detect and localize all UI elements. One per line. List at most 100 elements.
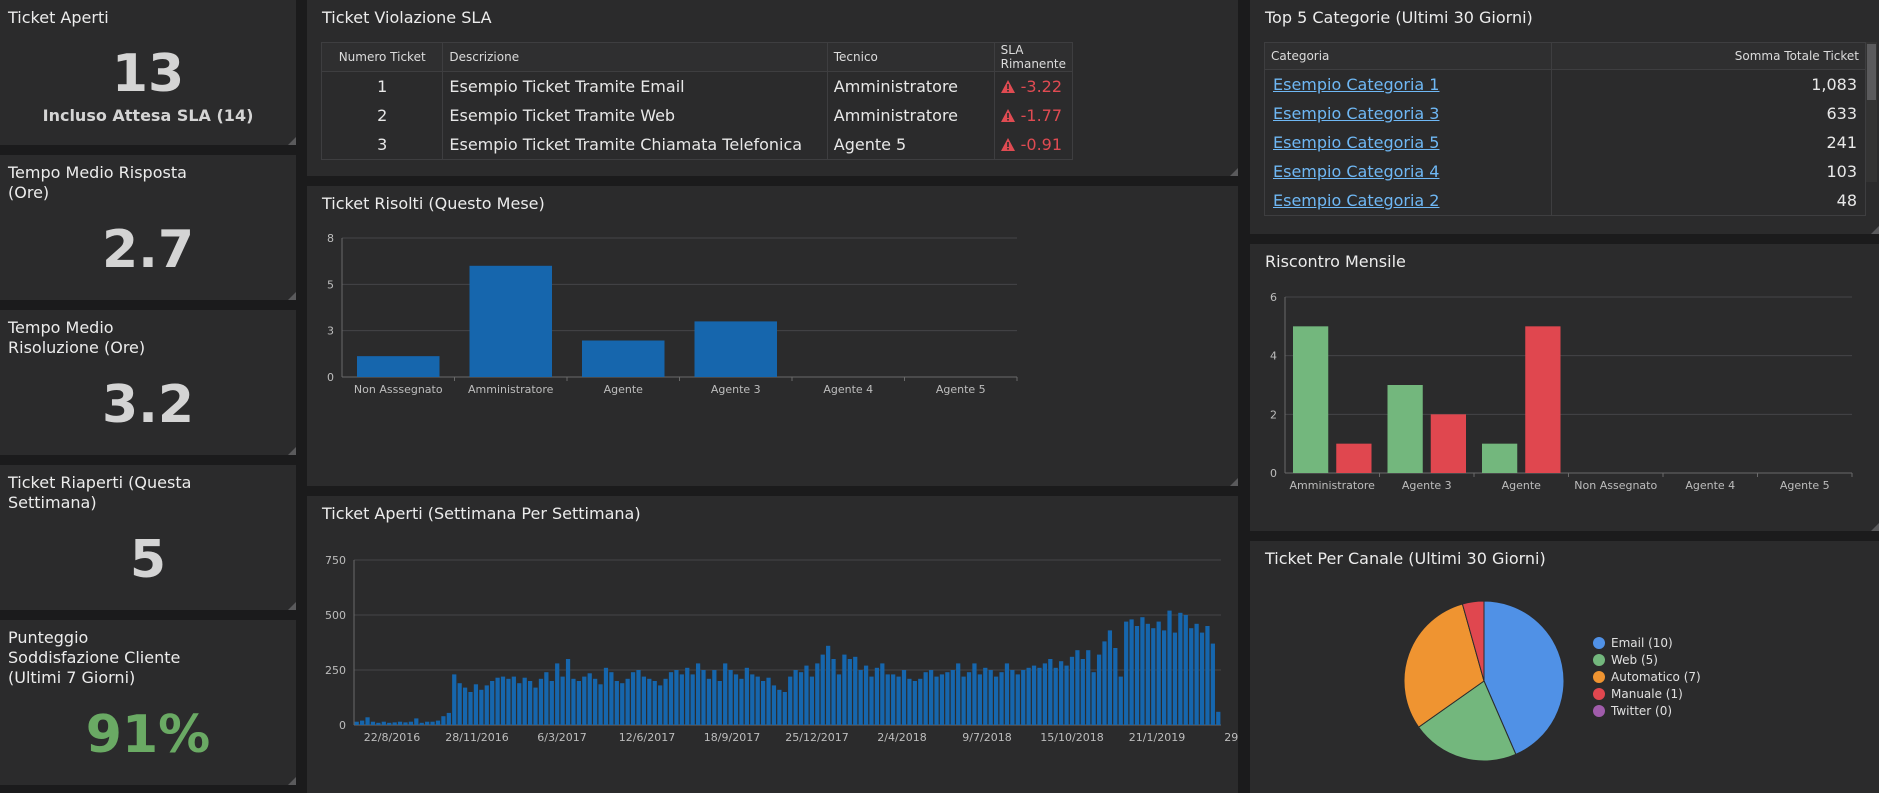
column-header[interactable]: Categoria xyxy=(1264,42,1552,70)
bar xyxy=(679,674,684,725)
bar xyxy=(403,722,408,725)
bar xyxy=(652,681,657,725)
bar xyxy=(1140,617,1145,725)
bar xyxy=(457,683,462,725)
ticket-technician: Amministratore xyxy=(826,71,995,101)
bar xyxy=(728,670,733,725)
ticket-description: Esempio Ticket Tramite Web xyxy=(442,101,828,130)
bar xyxy=(587,673,592,725)
category-total: 48 xyxy=(1551,186,1866,216)
bar xyxy=(694,321,777,377)
bar xyxy=(1178,612,1183,725)
table-row[interactable]: Esempio Categoria 3 633 xyxy=(1264,99,1866,128)
bar xyxy=(582,676,587,725)
bar xyxy=(1091,672,1096,725)
bar xyxy=(365,717,370,725)
kpi-avg-resolution[interactable]: Tempo Medio Risoluzione (Ore) 3.2 xyxy=(0,310,296,455)
table-row[interactable]: Esempio Categoria 1 1,083 xyxy=(1264,69,1866,99)
kpi-title-line: (Ultimi 7 Giorni) xyxy=(8,668,136,687)
bar xyxy=(918,678,923,725)
table-row[interactable]: 2 Esempio Ticket Tramite Web Amministrat… xyxy=(320,101,1074,130)
table-row[interactable]: Esempio Categoria 4 103 xyxy=(1264,157,1866,186)
bar xyxy=(706,678,712,725)
column-header[interactable]: Descrizione xyxy=(442,42,828,72)
bar xyxy=(625,678,630,725)
bar xyxy=(549,681,554,725)
bar xyxy=(408,721,414,725)
column-header[interactable]: Numero Ticket xyxy=(320,42,444,72)
resize-handle[interactable] xyxy=(288,292,296,300)
bar xyxy=(766,677,771,725)
y-tick-label: 5 xyxy=(327,278,334,291)
bar xyxy=(733,674,739,725)
column-header[interactable]: Somma Totale Ticket xyxy=(1551,42,1866,70)
resize-handle[interactable] xyxy=(288,137,296,145)
kpi-open-tickets[interactable]: Ticket Aperti 13 Incluso Attesa SLA (14) xyxy=(0,0,296,145)
resize-handle[interactable] xyxy=(1871,523,1879,531)
scrollbar-thumb[interactable] xyxy=(1867,44,1876,100)
top-categories-panel: Top 5 Categorie (Ultimi 30 Giorni) Categ… xyxy=(1250,0,1879,234)
bar xyxy=(484,685,489,725)
kpi-satisfaction[interactable]: Punteggio Soddisfazione Cliente (Ultimi … xyxy=(0,620,296,785)
bar xyxy=(647,678,652,725)
resize-handle[interactable] xyxy=(1230,168,1238,176)
category-link[interactable]: Esempio Categoria 5 xyxy=(1273,133,1440,152)
x-tick-label: Agente xyxy=(604,383,644,396)
ticket-technician: Agente 5 xyxy=(826,130,995,160)
kpi-value: 3.2 xyxy=(101,375,195,435)
bar xyxy=(701,670,706,725)
legend-swatch xyxy=(1593,705,1605,717)
bar xyxy=(750,674,755,725)
x-tick-label: Amministratore xyxy=(1290,479,1376,492)
table-row[interactable]: 1 Esempio Ticket Tramite Email Amministr… xyxy=(320,71,1074,101)
bar xyxy=(1042,663,1047,725)
resize-handle[interactable] xyxy=(288,447,296,455)
resize-handle[interactable] xyxy=(1230,478,1238,486)
y-tick-label: 250 xyxy=(325,664,346,677)
bar xyxy=(761,681,766,725)
bar xyxy=(1015,674,1020,725)
channel-pie-chart: Email (10) Web (5) Automatico (7) Manuale (… xyxy=(1403,600,1701,762)
bar xyxy=(430,721,435,725)
bar xyxy=(1053,667,1058,725)
resize-handle[interactable] xyxy=(288,602,296,610)
category-link[interactable]: Esempio Categoria 1 xyxy=(1273,75,1440,94)
bar xyxy=(831,659,836,725)
kpi-subtitle: Incluso Attesa SLA (14) xyxy=(42,106,254,125)
bar xyxy=(357,356,440,377)
table-row[interactable]: Esempio Categoria 5 241 xyxy=(1264,128,1866,157)
bar xyxy=(891,674,896,725)
bar xyxy=(414,718,419,725)
kpi-title: Ticket Riaperti (Questa Settimana) xyxy=(8,473,191,513)
bar xyxy=(1004,663,1010,725)
table-scrollbar[interactable] xyxy=(1866,42,1877,182)
category-link[interactable]: Esempio Categoria 2 xyxy=(1273,191,1440,210)
monthly-feedback-chart: 0 2 4 6 Amministratore Agente 3 Agente Non Asse… xyxy=(1270,291,1853,492)
bar xyxy=(999,672,1004,725)
category-link[interactable]: Esempio Categoria 3 xyxy=(1273,104,1440,123)
table-row[interactable]: 3 Esempio Ticket Tramite Chiamata Telefo… xyxy=(320,130,1074,160)
bar xyxy=(1194,623,1199,725)
bar xyxy=(977,674,982,725)
bar xyxy=(863,665,869,725)
table-row[interactable]: Esempio Categoria 2 48 xyxy=(1264,186,1866,216)
bar xyxy=(1172,632,1178,725)
y-tick-label: 0 xyxy=(1270,467,1277,480)
resize-handle[interactable] xyxy=(288,777,296,785)
bar xyxy=(658,685,663,725)
resize-handle[interactable] xyxy=(1871,226,1879,234)
bar xyxy=(446,712,451,725)
category-total: 633 xyxy=(1551,99,1866,128)
panel-title: Top 5 Categorie (Ultimi 30 Giorni) xyxy=(1265,8,1533,27)
column-header[interactable]: SLA Rimanente xyxy=(993,42,1074,72)
bar xyxy=(668,672,674,725)
column-header[interactable]: Tecnico xyxy=(826,42,995,72)
category-cell: Esempio Categoria 4 xyxy=(1264,157,1552,186)
bar xyxy=(674,670,679,725)
sla-table: Numero Ticket Descrizione Tecnico SLA Ri… xyxy=(320,42,1074,160)
x-tick-label: 22/8/2016 xyxy=(364,731,420,744)
category-link[interactable]: Esempio Categoria 4 xyxy=(1273,162,1440,181)
kpi-avg-response[interactable]: Tempo Medio Risposta (Ore) 2.7 xyxy=(0,155,296,300)
bar xyxy=(1026,667,1031,725)
kpi-reopened[interactable]: Ticket Riaperti (Questa Settimana) 5 xyxy=(0,465,296,610)
